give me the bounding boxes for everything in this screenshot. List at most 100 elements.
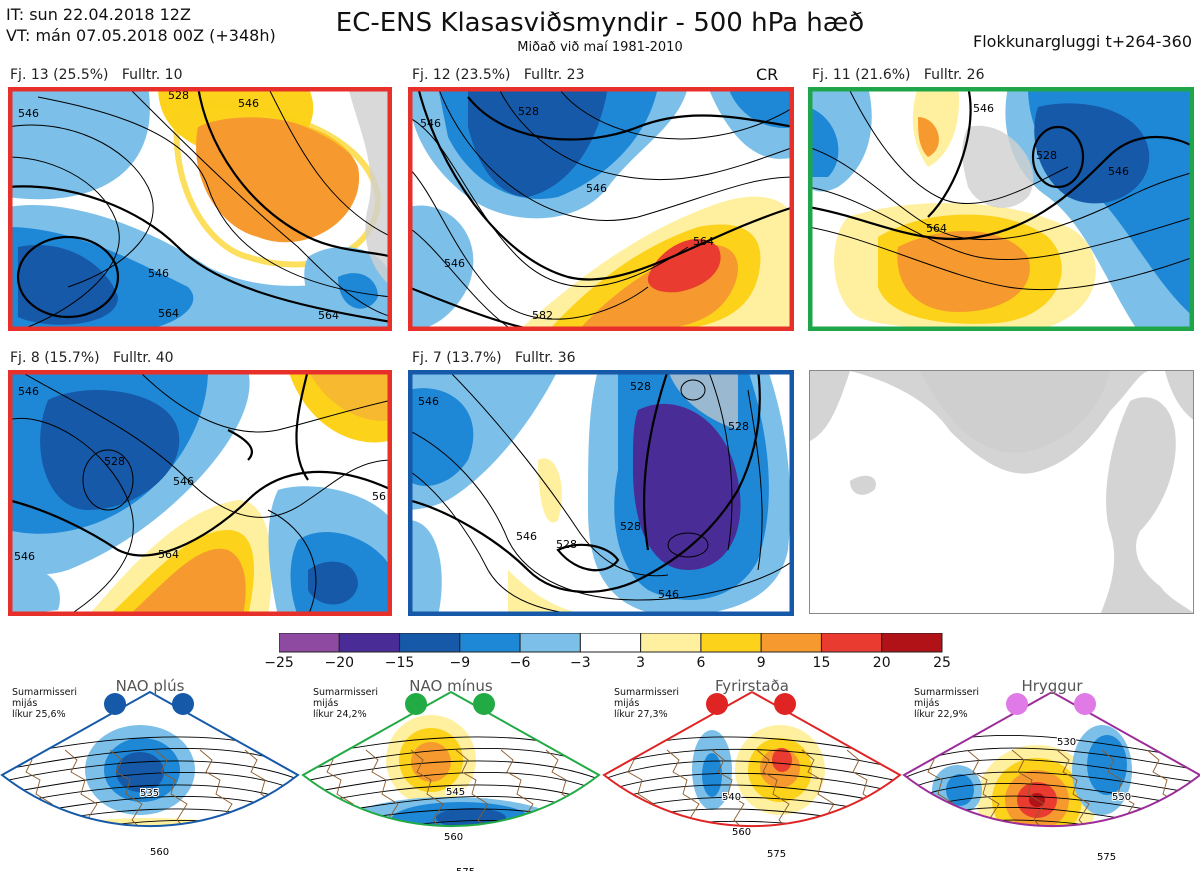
contour-label: 540 (722, 792, 741, 803)
regime-map-4: 530 550 575 (902, 690, 1200, 871)
empty-basemap (809, 370, 1194, 614)
colorbar-swatch (399, 633, 461, 653)
cluster-frame (408, 87, 794, 331)
cluster-map-3: 546 528 546 564 (808, 87, 1194, 331)
regime-note-line: mijás (914, 698, 940, 709)
contour-label: 575 (1097, 852, 1116, 863)
regime-note-line: Sumarmisseri (12, 687, 78, 698)
valid-time: VT: mán 07.05.2018 00Z (+348h) (6, 26, 276, 45)
forecast-times: IT: sun 22.04.2018 12Z VT: mán 07.05.201… (6, 4, 276, 46)
height-contour (902, 844, 1200, 868)
regime-note-line: Sumarmisseri (914, 687, 980, 698)
colorbar-swatch (579, 633, 642, 653)
contour-label: 546 (420, 117, 441, 130)
contour-label: 546 (148, 267, 169, 280)
height-contour (602, 833, 902, 856)
regime-name: Fyrirstaða (715, 677, 789, 695)
contour-label: 56 (372, 490, 386, 503)
colorbar-tick-label: −15 (384, 655, 415, 671)
colorbar-swatches (279, 633, 943, 653)
colorbar-tick-label: 25 (933, 655, 951, 671)
page-subtitle: Miðað við maí 1981-2010 (517, 40, 683, 55)
coastline (109, 749, 145, 827)
contour-label: 546 (444, 257, 465, 270)
regime-map-1: 535 560 (0, 690, 300, 871)
control-run-tag: CR (756, 65, 779, 84)
contour-label: 528 (104, 455, 125, 468)
contour-label: 546 (18, 107, 39, 120)
regime-marker-dot (1006, 693, 1028, 715)
regime-marker-dot (405, 693, 427, 715)
regime-probability-note: Sumarmisseri mijás líkur 24,2% (313, 687, 378, 720)
regime-note-line: mijás (313, 698, 339, 709)
panel-label-2: Fj. 12 (23.5%) Fulltr. 23 (412, 67, 585, 83)
contour-label: 546 (173, 475, 194, 488)
colorbar-tick-label: −6 (509, 655, 531, 671)
contour-label: 528 (168, 89, 189, 102)
colorbar-tick-label: 20 (872, 655, 891, 671)
regime-frame (301, 690, 601, 827)
contour-label: 528 (556, 538, 577, 551)
cluster-map-1: 546 528 546 564 546 564 (8, 87, 392, 331)
cluster-frame (8, 87, 392, 331)
cluster-map-5: 546 528 528 546 528 546 528 (408, 370, 794, 616)
height-contour (904, 819, 1200, 827)
contour-label: 528 (1036, 149, 1057, 162)
regime-probability-note: Sumarmisseri mijás líkur 25,6% (12, 687, 77, 720)
regime-map-2: 545 560 575 (301, 690, 601, 871)
coastline (410, 749, 446, 827)
contour-label: 560 (444, 832, 463, 843)
coastline (1056, 749, 1092, 827)
regime-note-line: Sumarmisseri (614, 687, 680, 698)
height-contour (301, 844, 601, 868)
panel-label-3: Fj. 11 (21.6%) Fulltr. 26 (812, 67, 985, 83)
height-contour (902, 831, 1200, 856)
contour-label: 564 (158, 548, 179, 561)
contour-label: 528 (518, 105, 539, 118)
regime-note-line: mijás (12, 698, 38, 709)
height-contour (303, 771, 599, 797)
anomaly-shading (1026, 866, 1058, 871)
contour-label: 582 (532, 309, 553, 322)
regime-name: NAO plús (115, 677, 185, 695)
regime-name: Hryggur (1021, 677, 1083, 695)
colorbar-tick-label: −9 (449, 655, 471, 671)
regime-note-line: líkur 27,3% (614, 709, 668, 720)
cluster-frame (8, 370, 392, 616)
panel-label-1: Fj. 13 (25.5%) Fulltr. 10 (10, 67, 183, 83)
colorbar-swatch (760, 633, 822, 653)
colorbar-tick-label: −3 (570, 655, 591, 671)
cluster-map-2: 546 528 546 564 546 582 (408, 87, 794, 331)
regime-map-3: 540 560 575 (602, 690, 902, 871)
height-contour (303, 760, 599, 785)
anomaly-shading (1087, 735, 1127, 795)
regime-note-line: mijás (614, 698, 640, 709)
colorbar-swatch (519, 633, 581, 653)
contour-label: 575 (456, 867, 475, 871)
regime-frame (0, 690, 300, 827)
colorbar-swatch (881, 633, 943, 653)
regime-probability-note: Sumarmisseri mijás líkur 22,9% (914, 687, 979, 720)
height-contour (602, 845, 902, 868)
regime-marker-dot (172, 693, 194, 715)
colorbar-swatch (820, 633, 883, 653)
colorbar-swatch (640, 633, 702, 653)
colorbar-tick-label: 9 (756, 655, 766, 671)
height-contour (2, 819, 298, 827)
initial-time: IT: sun 22.04.2018 12Z (6, 5, 191, 24)
contour-label: 546 (658, 588, 679, 601)
page-title: EC-ENS Klasasviðsmyndir - 500 hPa hæð (335, 8, 865, 38)
height-contour (2, 771, 298, 797)
panel-label-4: Fj. 8 (15.7%) Fulltr. 40 (10, 350, 174, 366)
height-contour (604, 772, 900, 797)
cluster-map-4: 546 528 546 546 564 56 (8, 370, 392, 616)
anomaly-shading (946, 774, 974, 806)
coastline (154, 749, 190, 827)
regime-frame (902, 690, 1200, 827)
contour-label: 530 (1057, 737, 1076, 748)
regime-note-line: líkur 24,2% (313, 709, 367, 720)
contour-label: 528 (630, 380, 651, 393)
anomaly-shading (702, 753, 722, 797)
contour-label: 546 (973, 102, 994, 115)
contour-label: 560 (150, 847, 169, 858)
